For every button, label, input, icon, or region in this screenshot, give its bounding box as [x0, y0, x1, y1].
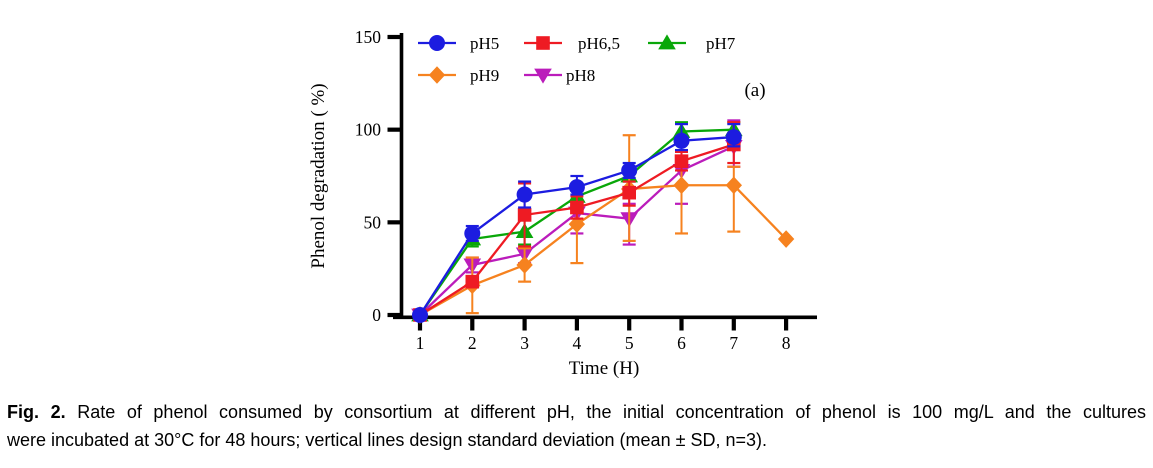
x-tick-label: 4	[573, 333, 582, 353]
legend-label: pH9	[470, 66, 499, 85]
y-tick-label: 0	[372, 305, 381, 325]
x-tick-label: 3	[520, 333, 529, 353]
x-tick-label: 5	[625, 333, 634, 353]
chart-canvas: 0 50 100 150 1 2 3 4 5 6 7 8 pH5 pH6,5 pH7 pH9 pH8	[355, 27, 817, 353]
caption-fig-label: Fig. 2.	[7, 402, 66, 422]
series-line	[419, 184, 787, 317]
marker-circle	[621, 162, 638, 179]
x-tick-label: 8	[782, 333, 791, 353]
marker-triangle-up	[658, 34, 676, 50]
marker-diamond	[516, 256, 533, 274]
legend: pH5 pH6,5 pH7 pH9 pH8	[418, 34, 736, 85]
marker-circle	[673, 132, 690, 149]
marker-square	[570, 200, 584, 215]
x-tick-label: 2	[468, 333, 477, 353]
marker-circle	[568, 179, 585, 196]
x-tick-label: 6	[677, 333, 686, 353]
legend-label: pH8	[566, 66, 595, 85]
marker-triangle-down	[534, 68, 552, 84]
legend-label: pH6,5	[578, 34, 620, 53]
marker-diamond	[777, 230, 795, 248]
marker-diamond	[568, 215, 586, 233]
y-tick-label: 150	[355, 27, 382, 47]
marker-square	[536, 36, 550, 50]
marker-diamond	[673, 176, 690, 195]
legend-label: pH7	[706, 34, 736, 53]
caption-line-2: were incubated at 30°C for 48 hours; ver…	[7, 429, 767, 450]
legend-label: pH5	[470, 34, 499, 53]
x-tick-label: 1	[416, 333, 425, 353]
figure-caption: Fig. 2. Rate of phenol consumed by conso…	[7, 399, 1146, 455]
marker-diamond	[428, 66, 446, 84]
y-tick-label: 50	[364, 212, 382, 232]
marker-diamond	[725, 176, 742, 195]
marker-square	[622, 185, 636, 200]
marker-square	[465, 274, 480, 289]
marker-circle	[412, 307, 428, 323]
y-axis-title: Phenol degradation ( %)	[308, 83, 329, 269]
x-tick-label: 7	[729, 333, 738, 353]
marker-square	[517, 208, 532, 222]
tick-labels: 0 50 100 150 1 2 3 4 5 6 7 8	[355, 27, 791, 353]
marker-circle	[516, 186, 533, 203]
marker-circle	[725, 129, 742, 146]
caption-text-line1: Rate of phenol consumed by consortium at…	[77, 402, 1146, 422]
caption-line-1: Fig. 2. Rate of phenol consumed by conso…	[7, 399, 1146, 427]
x-axis-title: Time (H)	[568, 358, 640, 379]
axes	[387, 33, 817, 331]
marker-square	[674, 154, 689, 168]
marker-circle	[429, 35, 445, 51]
y-tick-label: 100	[355, 120, 382, 140]
panel-label: (a)	[744, 80, 766, 101]
marker-circle	[464, 225, 481, 242]
series-pH5	[412, 123, 742, 323]
